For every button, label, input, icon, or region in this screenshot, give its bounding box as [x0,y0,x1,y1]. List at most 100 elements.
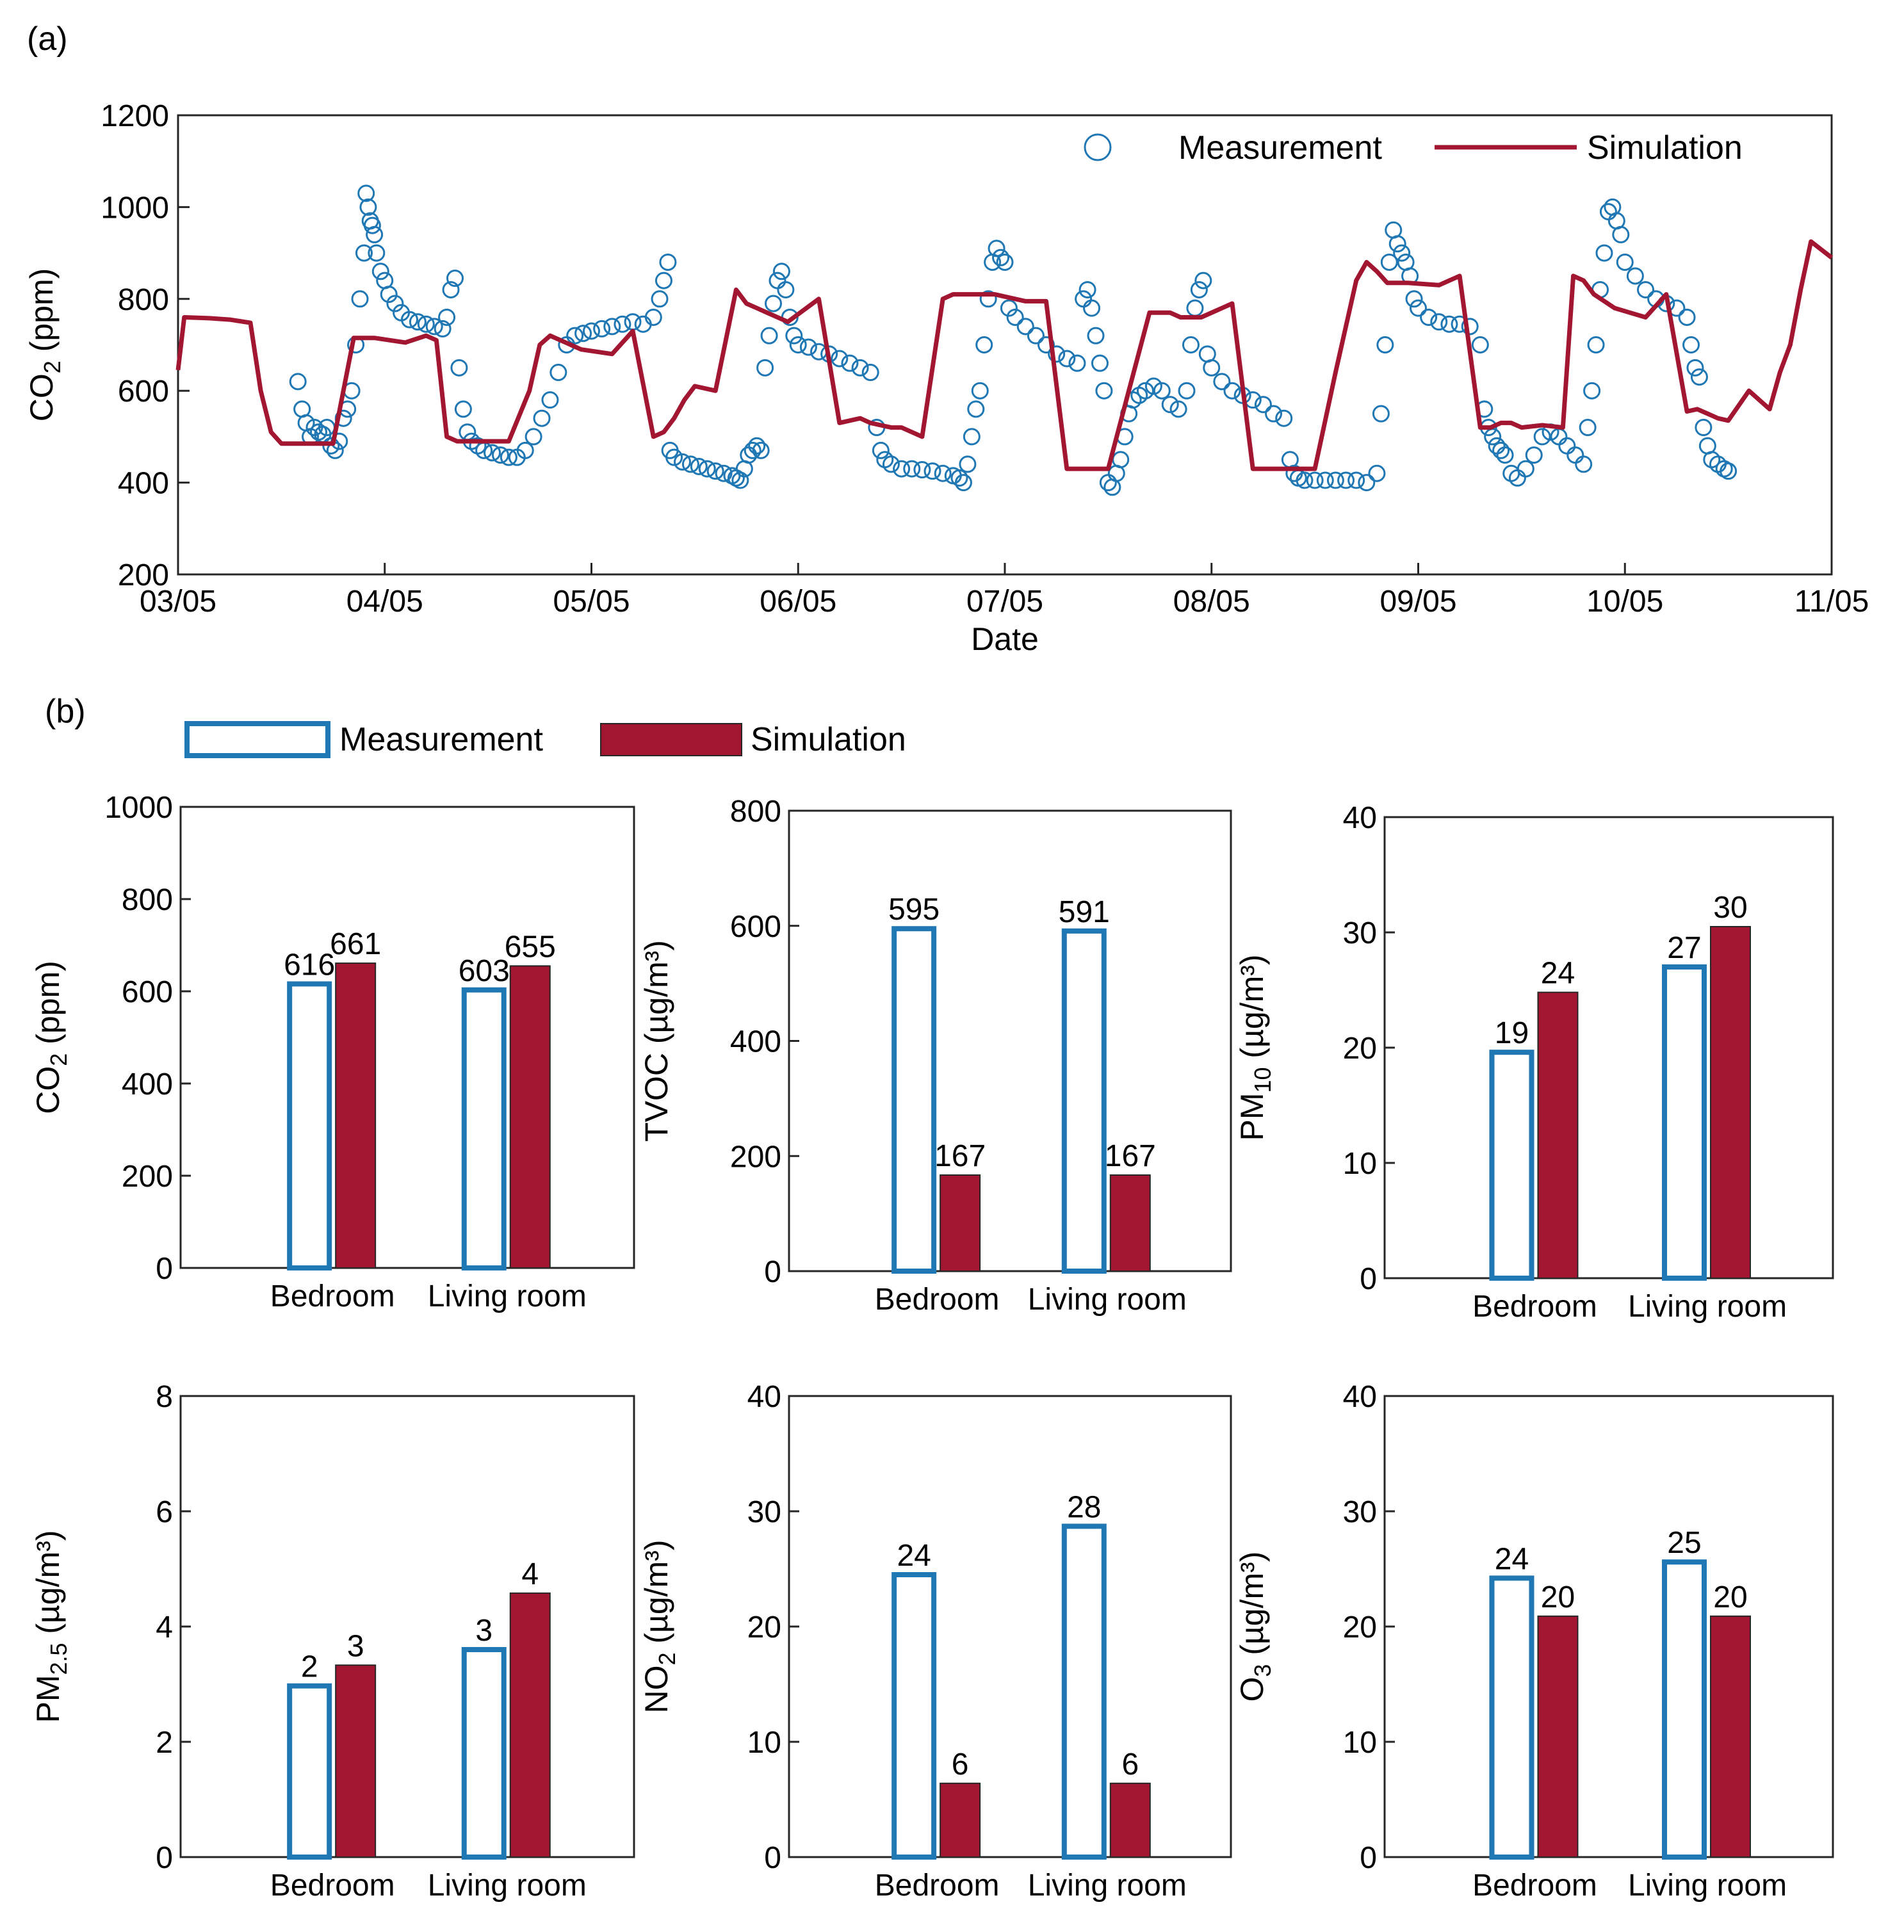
measurement-point [1213,373,1231,391]
measurement-point [359,198,377,216]
measurement-point [1016,318,1034,336]
measurement-point [484,444,501,462]
measurement-point [1492,441,1510,459]
y-tick-label: 0 [156,1252,173,1286]
measurement-point [1440,315,1458,333]
plot-frame [179,1395,635,1858]
y-tick-label: 600 [730,910,781,944]
y-tick-label: 40 [747,1380,781,1414]
measurement-point [368,244,386,262]
measurement-point [731,471,749,489]
y-tick-label: 20 [1343,1032,1377,1066]
measurement-point [1087,327,1105,345]
measurement-point [1637,280,1655,298]
measurement-point [769,272,786,289]
measurement-point [450,359,468,377]
measurement-point [1095,382,1113,400]
measurement-point [777,280,795,298]
measurement-point [500,448,517,466]
measurement-point [882,455,900,473]
measurement-point [1388,235,1406,253]
no2-bar-chart: 0 10 20 30 40 NO2 (µg/m³) 24 6 Bedroom 28 6 Living … [639,1380,1232,1903]
simulation-value-label: 167 [1105,1139,1156,1173]
measurement-point [1595,244,1613,262]
measurement-point [1068,354,1086,372]
measurement-point [1720,462,1737,480]
simulation-bar [1109,1174,1151,1272]
measurement-point [322,437,340,455]
measurement-point [1006,308,1024,326]
y-tick-label: 10 [1343,1147,1377,1181]
legend-measurement-swatch [184,721,330,758]
measurement-point [1484,428,1502,446]
measurement-point [1337,471,1355,489]
y-tick-label: 40 [1343,801,1377,835]
measurement-point [549,364,567,382]
measurement-point [1223,382,1241,400]
category-label: Living room [1628,1290,1787,1324]
x-tick-label: 09/05 [1379,585,1456,619]
measurement-point [799,338,817,356]
measurement-value-label: 19 [1495,1016,1529,1050]
simulation-bar [1710,926,1751,1279]
measurement-point [1254,396,1272,414]
measurement-point [533,409,551,427]
simulation-value-label: 30 [1713,891,1747,925]
simulation-bar [509,1592,551,1858]
x-tick-label: 10/05 [1586,585,1663,619]
measurement-value-label: 2 [301,1650,318,1684]
measurement-value-label: 24 [1495,1542,1529,1576]
y-tick-label: 600 [122,975,173,1009]
measurement-point [1144,377,1162,395]
plot-frame [177,114,1833,576]
simulation-value-label: 655 [505,930,556,964]
measurement-value-label: 595 [888,893,940,927]
measurement-point [1599,203,1617,221]
y-axis-title: CO2 (ppm) [30,961,72,1114]
measurement-point [363,216,381,234]
measurement-point [1626,267,1644,285]
measurement-value-label: 28 [1067,1490,1101,1524]
measurement-point [459,423,476,441]
measurement-point [583,322,600,340]
category-label: Living room [428,1869,587,1903]
measurement-bar [1489,1050,1534,1281]
category-label: Living room [1628,1869,1787,1903]
legend-measurement-label: Measurement [339,721,543,758]
legend-simulation-swatch [600,723,742,756]
measurement-point [975,336,993,353]
measurement-point [698,460,716,478]
measurement-point [1099,474,1117,492]
y-tick-label: 600 [118,375,169,409]
measurement-point [950,469,968,487]
y-tick-label: 10 [747,1726,781,1760]
measurement-point [1682,336,1700,353]
measurement-point [1488,437,1506,455]
legend-simulation-label: Simulation [1587,129,1743,166]
y-axis-title: NO2 (µg/m³) [639,1539,680,1713]
measurement-point [366,225,384,243]
measurement-point [1306,471,1324,489]
y-tick-label: 0 [764,1841,781,1875]
measurement-point [566,327,584,345]
category-label: Bedroom [270,1279,395,1313]
y-tick-label: 1000 [101,191,169,225]
y-tick-label: 6 [156,1495,173,1529]
measurement-point [1558,437,1576,455]
measurement-bar [1061,1523,1107,1860]
y-tick-label: 200 [730,1140,781,1174]
simulation-bar [940,1782,981,1858]
y-tick-label: 30 [1343,1495,1377,1529]
measurement-point [903,460,921,478]
category-label: Bedroom [1472,1290,1597,1324]
y-tick-label: 30 [1343,916,1377,950]
measurement-point [603,318,621,336]
measurement-point [1037,336,1055,353]
x-tick-label: 08/05 [1173,585,1250,619]
simulation-bar [335,1664,377,1858]
measurement-point [756,359,774,377]
measurement-point [1678,308,1696,326]
legend-measurement-marker [1084,133,1112,161]
measurement-point [831,350,849,368]
